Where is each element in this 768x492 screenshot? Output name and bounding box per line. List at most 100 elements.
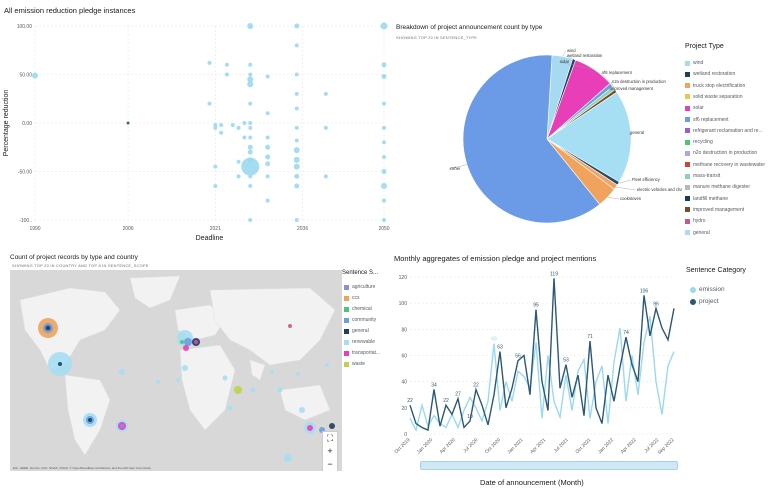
- pie-legend-item[interactable]: recycling: [685, 139, 713, 145]
- scatter-point: [219, 122, 224, 127]
- scatter-point: [236, 159, 241, 164]
- map-bubble: [307, 425, 313, 431]
- map-legend-item[interactable]: community: [344, 317, 376, 323]
- line-data-label: 119: [550, 271, 558, 277]
- legend-label: truck stop electrification: [693, 82, 746, 89]
- x-axis-label: Deadline: [196, 235, 224, 242]
- line-legend-item[interactable]: project: [690, 298, 719, 305]
- pie-legend-item[interactable]: refrigerant reclamation and re...: [685, 128, 763, 134]
- pie-legend-item[interactable]: sf6 replacement: [685, 117, 729, 123]
- scatter-point: [382, 218, 386, 222]
- pie-legend-item[interactable]: hydro: [685, 218, 706, 224]
- land-mass: [179, 344, 236, 431]
- legend-label: general: [693, 229, 710, 236]
- y-tick-label: 80: [401, 327, 407, 333]
- legend-label: recycling: [693, 139, 713, 146]
- x-tick-label: Jan 2021: [506, 437, 524, 455]
- zoom-out-button[interactable]: −: [327, 459, 333, 469]
- series-line-project: [409, 278, 675, 432]
- map-bubble: [325, 363, 329, 367]
- legend-swatch: [344, 328, 349, 334]
- pie-data-label: general: [630, 130, 644, 135]
- pie-legend-item[interactable]: improved management: [685, 207, 744, 213]
- pie-legend-item[interactable]: mass-transit: [685, 173, 720, 179]
- x-tick-label: Apr 2021: [529, 437, 547, 455]
- pie-legend-item[interactable]: manure methane digester: [685, 184, 750, 190]
- pie-data-label: solar: [560, 59, 570, 64]
- legend-label: solid waste separation: [693, 93, 743, 100]
- map-bubble: [88, 418, 92, 422]
- map-bubble: [176, 378, 180, 382]
- pie-legend-item[interactable]: solar: [685, 105, 704, 111]
- legend-label: refrigerant reclamation and re...: [693, 127, 763, 134]
- scatter-point: [213, 122, 218, 127]
- scatter-point: [293, 163, 300, 170]
- x-tick-label: Jan 2020: [416, 437, 434, 455]
- map-bubble: [234, 386, 242, 394]
- pie-legend-item[interactable]: n2o destruction in production: [685, 150, 757, 156]
- legend-label: mass-transit: [693, 173, 721, 179]
- map-legend-item[interactable]: transportat...: [344, 350, 380, 356]
- pie-leader-line: [628, 132, 632, 137]
- y-tick-label: 0: [404, 432, 407, 438]
- fullscreen-icon[interactable]: ⛶: [326, 433, 334, 443]
- world-map[interactable]: ⛶ + − Esri, HERE, Garmin, FAO, NOAA, USG…: [10, 270, 342, 471]
- x-tick-label: Apr 2022: [620, 437, 638, 455]
- map-legend-item[interactable]: chemical: [344, 306, 372, 312]
- pie-legend-item[interactable]: wind: [685, 60, 703, 66]
- map-bubble: [45, 325, 51, 331]
- y-tick-label: 60: [401, 354, 407, 360]
- scatter-point: [248, 62, 253, 67]
- map-bubble: [182, 365, 188, 371]
- map-legend-title: Sentence S...: [342, 270, 379, 276]
- pie-data-label: improved management: [610, 86, 654, 91]
- pie-legend-item[interactable]: wetland restoration: [685, 71, 735, 77]
- line-data-label: 22: [407, 398, 413, 404]
- pie-leader-line: [565, 55, 575, 60]
- line-chart[interactable]: 0 20 40 60 80 100 120 Oct 2019 Jan 2020 Apr 2020 J…: [392, 248, 682, 492]
- scatter-point: [224, 62, 229, 67]
- scatter-chart[interactable]: 1990 2006 2021 2036 2050 100.00 50.00 0.00 -50.0…: [0, 0, 392, 245]
- map-legend-item[interactable]: renewable: [344, 339, 375, 345]
- map-legend-item[interactable]: ccs: [344, 295, 360, 301]
- legend-swatch: [685, 173, 690, 179]
- scatter-point: [265, 135, 270, 140]
- line-data-label: 63: [497, 345, 503, 351]
- pie-legend-item[interactable]: truck stop electrification: [685, 83, 745, 89]
- scatter-point: [382, 198, 386, 203]
- pie-data-label: n2o destruction in production: [612, 79, 666, 84]
- x-tick-label: 2036: [297, 226, 308, 232]
- legend-label: chemical: [352, 306, 372, 312]
- legend-label: manure methane digester: [693, 184, 750, 191]
- scatter-point: [265, 174, 270, 179]
- pie-legend-item[interactable]: methane recovery in wastewater: [685, 162, 765, 168]
- y-tick-label: -100..: [19, 218, 32, 224]
- pie-legend-item[interactable]: solid waste separation: [685, 94, 742, 100]
- legend-label: renewable: [352, 339, 376, 345]
- scatter-point: [248, 125, 253, 130]
- pie-title: Breakdown of project announcement count …: [396, 24, 543, 31]
- line-data-label: 71: [587, 334, 593, 340]
- map-legend-item[interactable]: waste: [344, 361, 365, 367]
- zoom-in-button[interactable]: +: [327, 446, 333, 456]
- pie-leader-line: [610, 81, 615, 89]
- map-bubble: [270, 370, 274, 374]
- pie-subtitle: SHOWING TOP 20 IN SENTENCE_TYPE: [396, 35, 478, 40]
- map-legend-item[interactable]: agriculture: [344, 284, 375, 290]
- scatter-point: [213, 125, 218, 130]
- legend-swatch: [685, 207, 690, 213]
- scatter-point: [248, 218, 253, 222]
- scatter-point: [248, 135, 253, 140]
- scatter-point: [294, 106, 299, 111]
- pie-legend-item[interactable]: landfill methane: [685, 196, 728, 202]
- x-axis-scrollbar[interactable]: [420, 461, 678, 470]
- scatter-point: [382, 125, 386, 130]
- line-data-label: 106: [640, 288, 649, 294]
- line-data-label: 22: [443, 398, 449, 404]
- line-legend-item[interactable]: emission: [690, 286, 725, 293]
- pie-legend-item[interactable]: general: [685, 230, 710, 236]
- map-legend-item[interactable]: general: [344, 328, 369, 334]
- scatter-point: [236, 174, 241, 179]
- legend-swatch: [685, 128, 690, 134]
